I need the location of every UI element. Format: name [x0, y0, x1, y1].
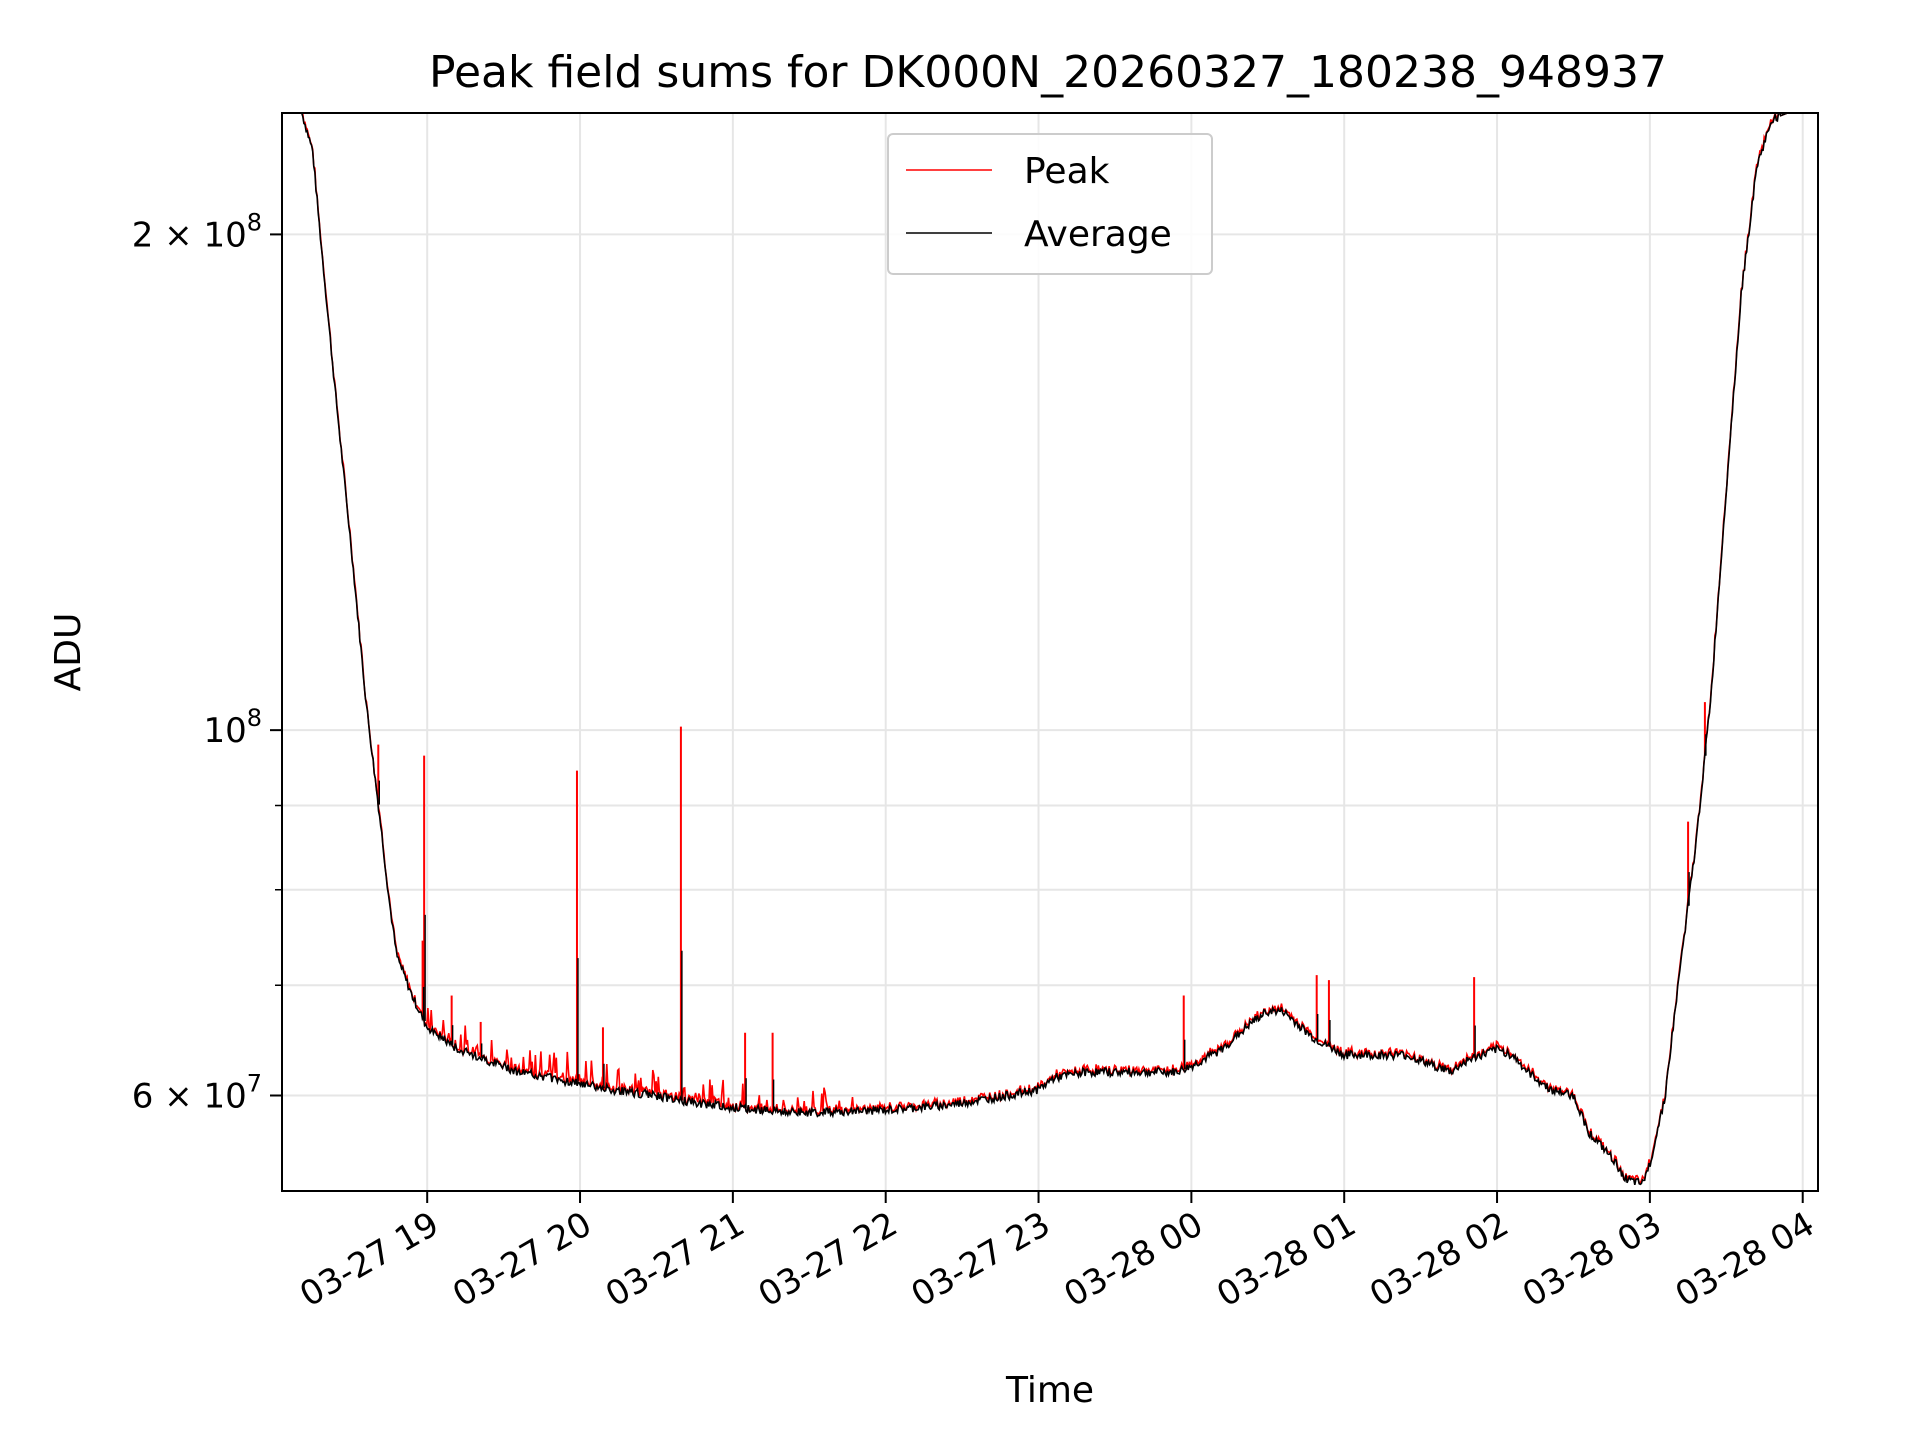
legend-box	[887, 133, 1213, 275]
x-axis-label: Time	[1005, 1370, 1094, 1411]
plot-frame	[281, 112, 1819, 1192]
y-tick-mantissa: 2 × 10	[132, 215, 247, 255]
y-tick-mantissa: 6 × 10	[132, 1076, 247, 1116]
y-tick-label: 6 × 107	[132, 1069, 262, 1116]
series-line-average	[282, 113, 1818, 1186]
plot-area	[282, 113, 1818, 1186]
legend: Peak Average	[887, 133, 1213, 275]
y-tick-exponent: 8	[247, 208, 262, 236]
y-axis-label: ADU	[48, 613, 89, 692]
legend-label-peak: Peak	[1024, 151, 1110, 192]
chart-title: Peak field sums for DK000N_20260327_1802…	[429, 47, 1667, 98]
y-tick-exponent: 8	[247, 704, 262, 732]
y-tick-exponent: 7	[247, 1069, 262, 1097]
y-tick-label: 2 × 108	[132, 208, 262, 255]
y-tick-label: 108	[203, 704, 262, 751]
legend-label-average: Average	[1024, 214, 1172, 255]
y-tick-mantissa: 10	[203, 711, 246, 751]
